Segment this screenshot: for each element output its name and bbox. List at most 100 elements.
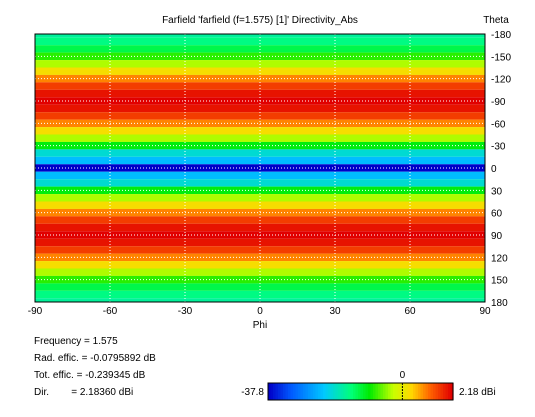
colorbar-cell: [270, 383, 274, 400]
colorbar-cell: [393, 383, 397, 400]
x-tick-label: -60: [103, 306, 118, 317]
colorbar-cell: [325, 383, 329, 400]
colorbar-max-label: 2.18 dBi: [459, 387, 496, 398]
colorbar-cell: [275, 383, 279, 400]
colorbar-cell: [383, 383, 387, 400]
x-tick-label: 30: [329, 306, 341, 317]
colorbar-cell: [443, 383, 447, 400]
colorbar-zero-label: 0: [400, 370, 406, 381]
colorbar-cell: [405, 383, 409, 400]
colorbar-cell: [390, 383, 394, 400]
y-tick-labels: -180 -150 -120 -90 -60 -30 0 30 60 90 120 150 180: [491, 30, 511, 309]
grid-lines: [35, 34, 485, 302]
colorbar-cell: [293, 383, 297, 400]
heatmap-band: [35, 223, 485, 232]
heatmap-band: [35, 67, 485, 75]
y-tick-label: -120: [491, 75, 511, 86]
heatmap-band: [35, 238, 485, 247]
y-tick-label: 60: [491, 209, 503, 220]
heatmap-band: [35, 194, 485, 202]
colorbar-frame: [267, 382, 454, 401]
colorbar-cell: [353, 383, 357, 400]
y-tick-label: -150: [491, 52, 511, 63]
x-tick-label: 90: [479, 306, 491, 317]
colorbar-cell: [308, 383, 312, 400]
heatmap-band: [35, 283, 485, 291]
y-tick-label: -180: [491, 30, 511, 41]
colorbar: -37.8 2.18 dBi 0: [241, 370, 496, 401]
heatmap-band: [35, 261, 485, 269]
colorbar-cell: [350, 383, 354, 400]
colorbar-cell: [340, 383, 344, 400]
y-tick-label: -30: [491, 142, 506, 153]
frequency-info: Frequency = 1.575: [34, 336, 118, 347]
heatmap-band: [35, 45, 485, 53]
colorbar-cell: [435, 383, 439, 400]
colorbar-cell: [313, 383, 317, 400]
colorbar-cell: [363, 383, 367, 400]
colorbar-cell: [365, 383, 369, 400]
x-tick-labels: -90 -60 -30 0 30 60 90: [28, 306, 491, 317]
colorbar-cell: [323, 383, 327, 400]
y-tick-label: 120: [491, 253, 508, 264]
colorbar-cell: [273, 383, 277, 400]
colorbar-cell: [445, 383, 449, 400]
y-tick-label: 150: [491, 276, 508, 287]
colorbar-cell: [288, 383, 292, 400]
colorbar-cell: [338, 383, 342, 400]
heatmap-band: [35, 268, 485, 276]
tot-effic-info: Tot. effic. = -0.239345 dB: [34, 370, 146, 381]
plot-frame: [34, 33, 486, 303]
colorbar-cell: [398, 383, 402, 400]
colorbar-cell: [315, 383, 319, 400]
colorbar-cell: [268, 383, 272, 400]
colorbar-cell: [380, 383, 384, 400]
heatmap-band: [35, 134, 485, 142]
colorbar-cell: [360, 383, 364, 400]
y-axis-label: Theta: [483, 15, 509, 26]
colorbar-cell: [328, 383, 332, 400]
colorbar-cell: [420, 383, 424, 400]
colorbar-cell: [385, 383, 389, 400]
heatmap-band: [35, 89, 485, 98]
colorbar-cell: [450, 383, 454, 400]
colorbar-cell: [333, 383, 337, 400]
colorbar-cell: [295, 383, 299, 400]
colorbar-cell: [280, 383, 284, 400]
colorbar-cell: [408, 383, 412, 400]
y-tick-label: 90: [491, 231, 503, 242]
colorbar-cell: [388, 383, 392, 400]
colorbar-cell: [310, 383, 314, 400]
colorbar-cell: [305, 383, 309, 400]
colorbar-cell: [448, 383, 452, 400]
colorbar-cell: [425, 383, 429, 400]
colorbar-cell: [423, 383, 427, 400]
heatmap-band: [35, 149, 485, 157]
colorbar-cell: [335, 383, 339, 400]
colorbar-cell: [378, 383, 382, 400]
dir-info: Dir. = 2.18360 dBi: [34, 387, 134, 398]
colorbar-cell: [438, 383, 442, 400]
colorbar-cell: [415, 383, 419, 400]
colorbar-cell: [413, 383, 417, 400]
colorbar-cell: [428, 383, 432, 400]
colorbar-cell: [278, 383, 282, 400]
colorbar-cell: [298, 383, 302, 400]
x-tick-label: -90: [28, 306, 43, 317]
colorbar-cell: [395, 383, 399, 400]
colorbar-cell: [440, 383, 444, 400]
y-tick-label: 0: [491, 164, 497, 175]
heatmap-band: [35, 246, 485, 254]
colorbar-cell: [430, 383, 434, 400]
colorbar-cell: [318, 383, 322, 400]
y-tick-label: 30: [491, 186, 503, 197]
x-tick-label: -30: [178, 306, 193, 317]
colorbar-cell: [400, 383, 404, 400]
colorbar-cell: [303, 383, 307, 400]
colorbar-cell: [403, 383, 407, 400]
colorbar-cell: [290, 383, 294, 400]
colorbar-cell: [348, 383, 352, 400]
heatmap-band: [35, 82, 485, 90]
chart-title: Farfield 'farfield (f=1.575) [1]' Direct…: [162, 15, 358, 26]
